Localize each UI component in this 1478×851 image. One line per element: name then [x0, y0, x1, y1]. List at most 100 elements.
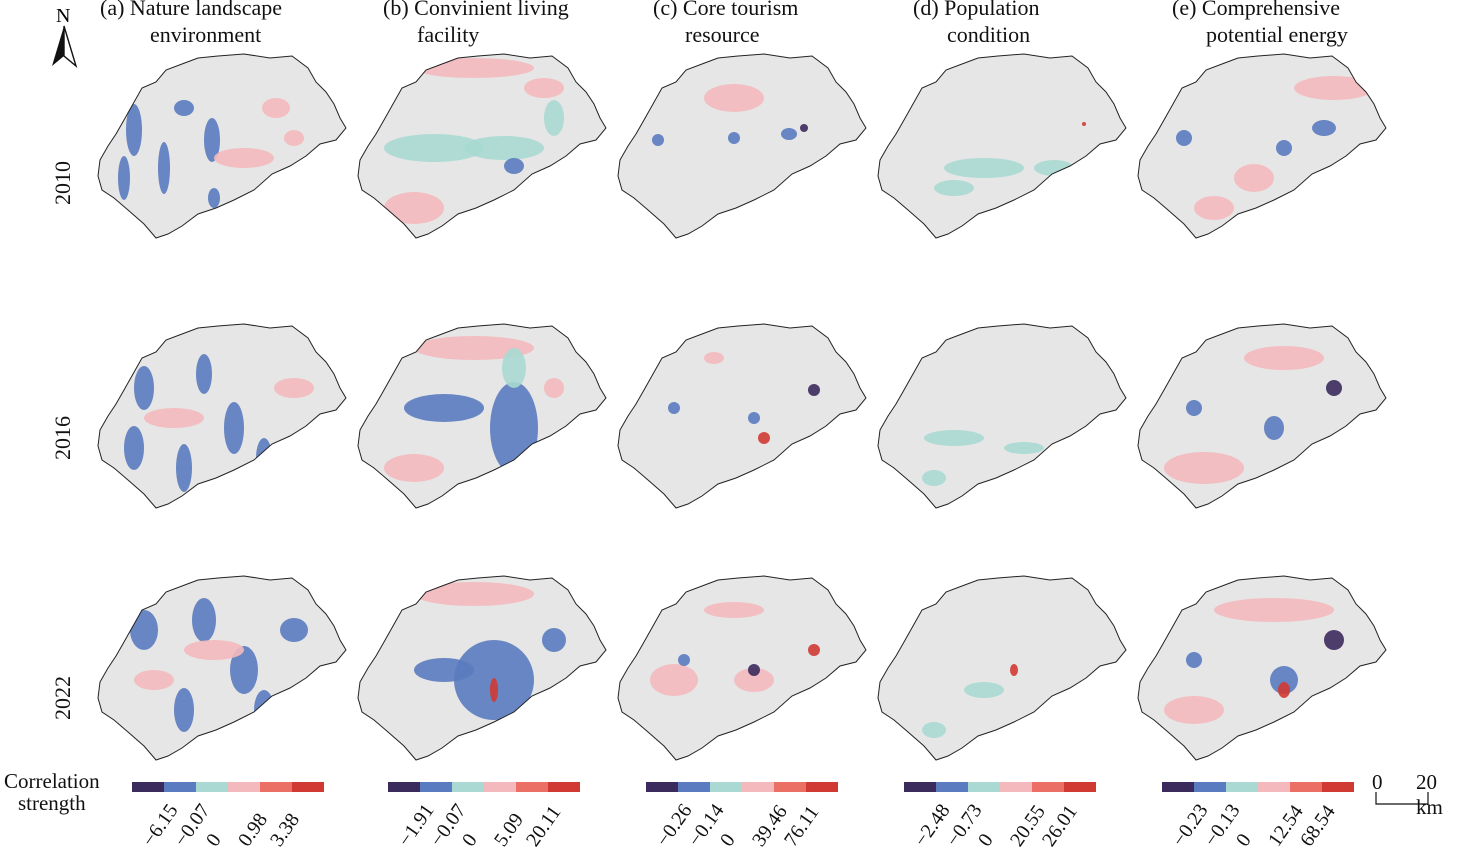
legend-swatch — [484, 782, 516, 792]
legend-color-bar — [1162, 782, 1354, 792]
map-patch — [280, 618, 308, 642]
row-label-2010: 2010 — [50, 161, 75, 205]
map-background — [878, 576, 1126, 760]
study-area-outline — [877, 575, 1127, 761]
map-patch — [118, 156, 130, 200]
map-patch — [704, 84, 764, 112]
map-patch — [174, 688, 194, 732]
legend-title-line1: Correlation — [4, 769, 100, 793]
legend-title: Correlation strength — [4, 770, 100, 814]
map-patch — [1214, 598, 1334, 622]
map-patch — [704, 602, 764, 618]
map-patch — [184, 640, 244, 660]
map-patch — [944, 158, 1024, 178]
legend-tick-label: −6.15 — [138, 800, 183, 851]
legend-swatch — [164, 782, 196, 792]
legend-swatch — [388, 782, 420, 792]
map-patch — [464, 136, 544, 160]
north-label: N — [56, 5, 70, 27]
map-patch — [758, 432, 770, 444]
column-title-line2: facility — [417, 22, 480, 47]
map-2016-d — [877, 323, 1127, 509]
map-2022-c — [617, 575, 867, 761]
map-patch — [668, 402, 680, 414]
map-patch — [1234, 164, 1274, 192]
map-patch — [284, 130, 304, 146]
map-patch — [652, 134, 664, 146]
map-patch — [502, 348, 526, 388]
map-2016-e — [1137, 323, 1387, 509]
map-patch — [158, 142, 170, 194]
map-2022-a — [97, 575, 347, 761]
map-patch — [934, 180, 974, 196]
legend-swatch — [1032, 782, 1064, 792]
column-title-line1: (a) Nature landscape — [100, 0, 283, 20]
map-patch — [144, 408, 204, 428]
map-2022-d — [877, 575, 1127, 761]
map-patch — [781, 128, 797, 140]
map-background — [618, 324, 866, 508]
map-2022-b — [357, 575, 607, 761]
legend-tick-label: 20.11 — [522, 801, 566, 851]
column-title-c: (c) Core tourism resource — [653, 0, 798, 48]
map-patch — [224, 402, 244, 454]
map-patch — [196, 354, 212, 394]
study-area-outline — [1137, 575, 1387, 761]
legend-swatch — [1064, 782, 1096, 792]
row-label-2022: 2022 — [50, 676, 75, 720]
map-patch — [384, 134, 484, 162]
map-patch — [1244, 346, 1324, 370]
map-background — [1138, 54, 1386, 238]
column-title-a: (a) Nature landscape environment — [100, 0, 282, 48]
map-patch — [924, 430, 984, 446]
legend-tick-label: 26.01 — [1038, 801, 1082, 851]
legend-tick-label: 0 — [716, 829, 740, 851]
legend-swatch — [452, 782, 484, 792]
column-title-line2: potential energy — [1206, 22, 1348, 47]
legend-tick-label: −0.23 — [1168, 800, 1213, 851]
map-patch — [808, 644, 820, 656]
legend-tick-label: 0 — [202, 829, 226, 851]
study-area-outline — [1137, 53, 1387, 239]
map-patch — [1194, 196, 1234, 220]
map-patch — [964, 682, 1004, 698]
map-patch — [1176, 130, 1192, 146]
study-area-outline — [97, 53, 347, 239]
column-title-line1: (c) Core tourism — [653, 0, 799, 20]
map-patch — [524, 78, 564, 98]
legend-b: −1.91 −0.07 0 5.09 20.11 — [388, 782, 580, 851]
map-background — [878, 54, 1126, 238]
legend-tick-label: 12.54 — [1264, 801, 1308, 851]
legend-swatch — [646, 782, 678, 792]
legend-swatch — [1194, 782, 1226, 792]
map-patch — [134, 366, 154, 410]
study-area-outline — [1137, 323, 1387, 509]
map-background — [618, 54, 866, 238]
legend-tick-label: −1.91 — [394, 800, 439, 851]
map-patch — [1082, 122, 1086, 126]
legend-swatch — [292, 782, 324, 792]
legend-swatch — [1322, 782, 1354, 792]
study-area-outline — [877, 53, 1127, 239]
legend-c: −0.26 −0.14 0 39.46 76.11 — [646, 782, 838, 851]
legend-tick-label: 5.09 — [490, 809, 529, 851]
map-2016-a — [97, 323, 347, 509]
map-patch — [414, 658, 474, 682]
legend-swatch — [548, 782, 580, 792]
legend-color-bar — [646, 782, 838, 792]
legend-title-line2: strength — [17, 791, 86, 815]
map-patch — [1164, 452, 1244, 484]
map-patch — [1312, 120, 1336, 136]
legend-tick-label: 0 — [458, 829, 482, 851]
legend-swatch — [516, 782, 548, 792]
map-patch — [748, 664, 760, 676]
map-patch — [414, 582, 534, 606]
legend-swatch — [1226, 782, 1258, 792]
map-patch — [734, 668, 774, 692]
legend-tick-label: 0.98 — [234, 809, 273, 851]
legend-swatch — [132, 782, 164, 792]
map-patch — [922, 722, 946, 738]
legend-tick-label: −0.26 — [652, 800, 697, 851]
legend-tick-label: −2.48 — [910, 800, 955, 851]
map-patch — [490, 678, 498, 702]
